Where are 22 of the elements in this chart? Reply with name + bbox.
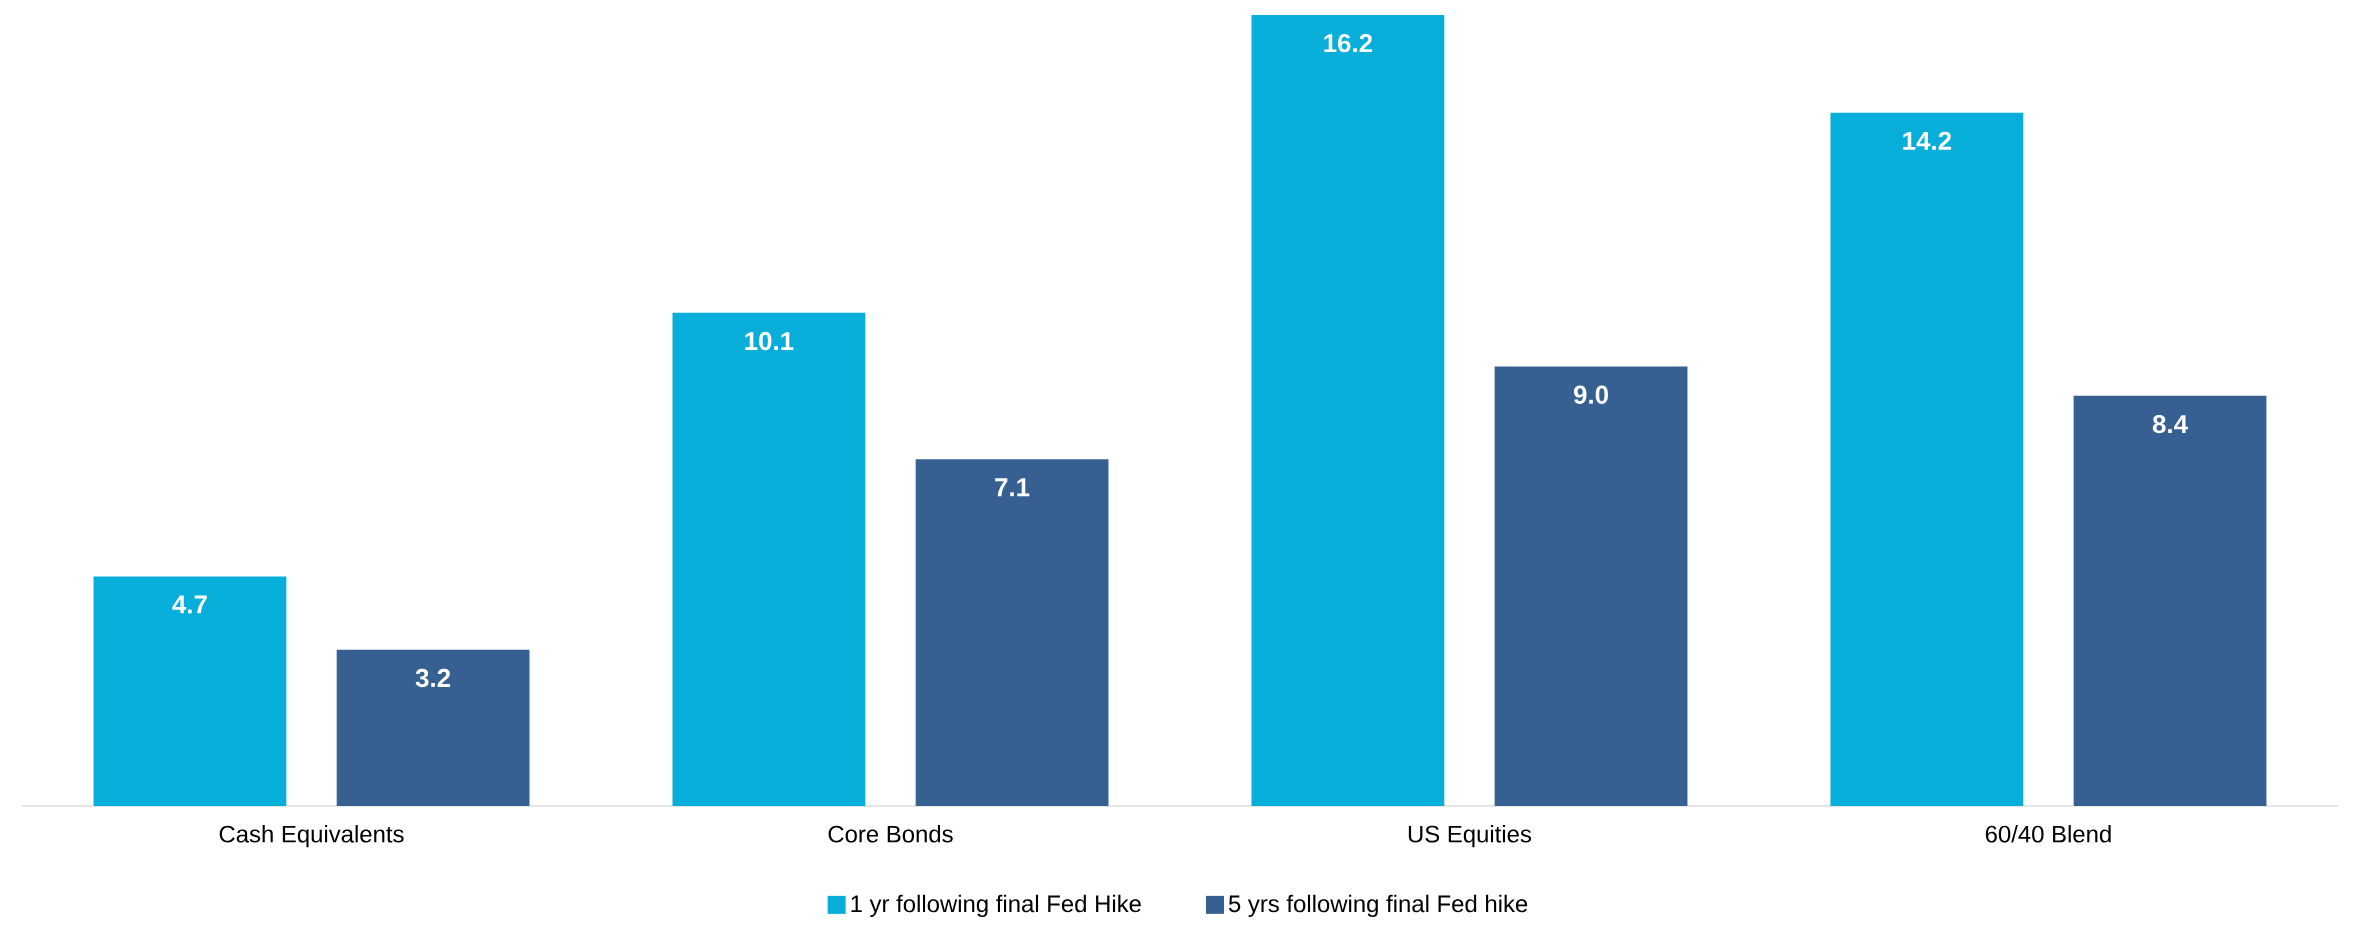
data-label: 9.0 [1573, 385, 1608, 404]
data-label: 8.4 [2152, 414, 2188, 434]
legend-label: 5 yrs following final Fed hike [1228, 894, 1528, 918]
legend-label: 1 yr following final Fed Hike [851, 894, 1141, 918]
x-tick-label: Core Bonds [828, 825, 953, 843]
bar [336, 649, 530, 806]
bar [1251, 14, 1445, 806]
bar [93, 576, 287, 806]
data-label: 3.2 [415, 668, 451, 688]
data-label: 14.2 [1903, 131, 1952, 150]
bar [2073, 395, 2267, 806]
x-tick-label: 60/40 Blend [1985, 825, 2111, 843]
bar [672, 312, 866, 806]
bar [1830, 112, 2024, 806]
x-tick-label: Cash Equivalents [219, 825, 404, 848]
data-label: 4.7 [172, 595, 207, 614]
bar [915, 459, 1109, 806]
data-label: 7.1 [995, 478, 1030, 497]
data-label: 10.1 [745, 331, 794, 351]
bar [1494, 366, 1688, 806]
x-tick-label: US Equities [1408, 825, 1532, 848]
data-label: 16.2 [1324, 34, 1373, 53]
